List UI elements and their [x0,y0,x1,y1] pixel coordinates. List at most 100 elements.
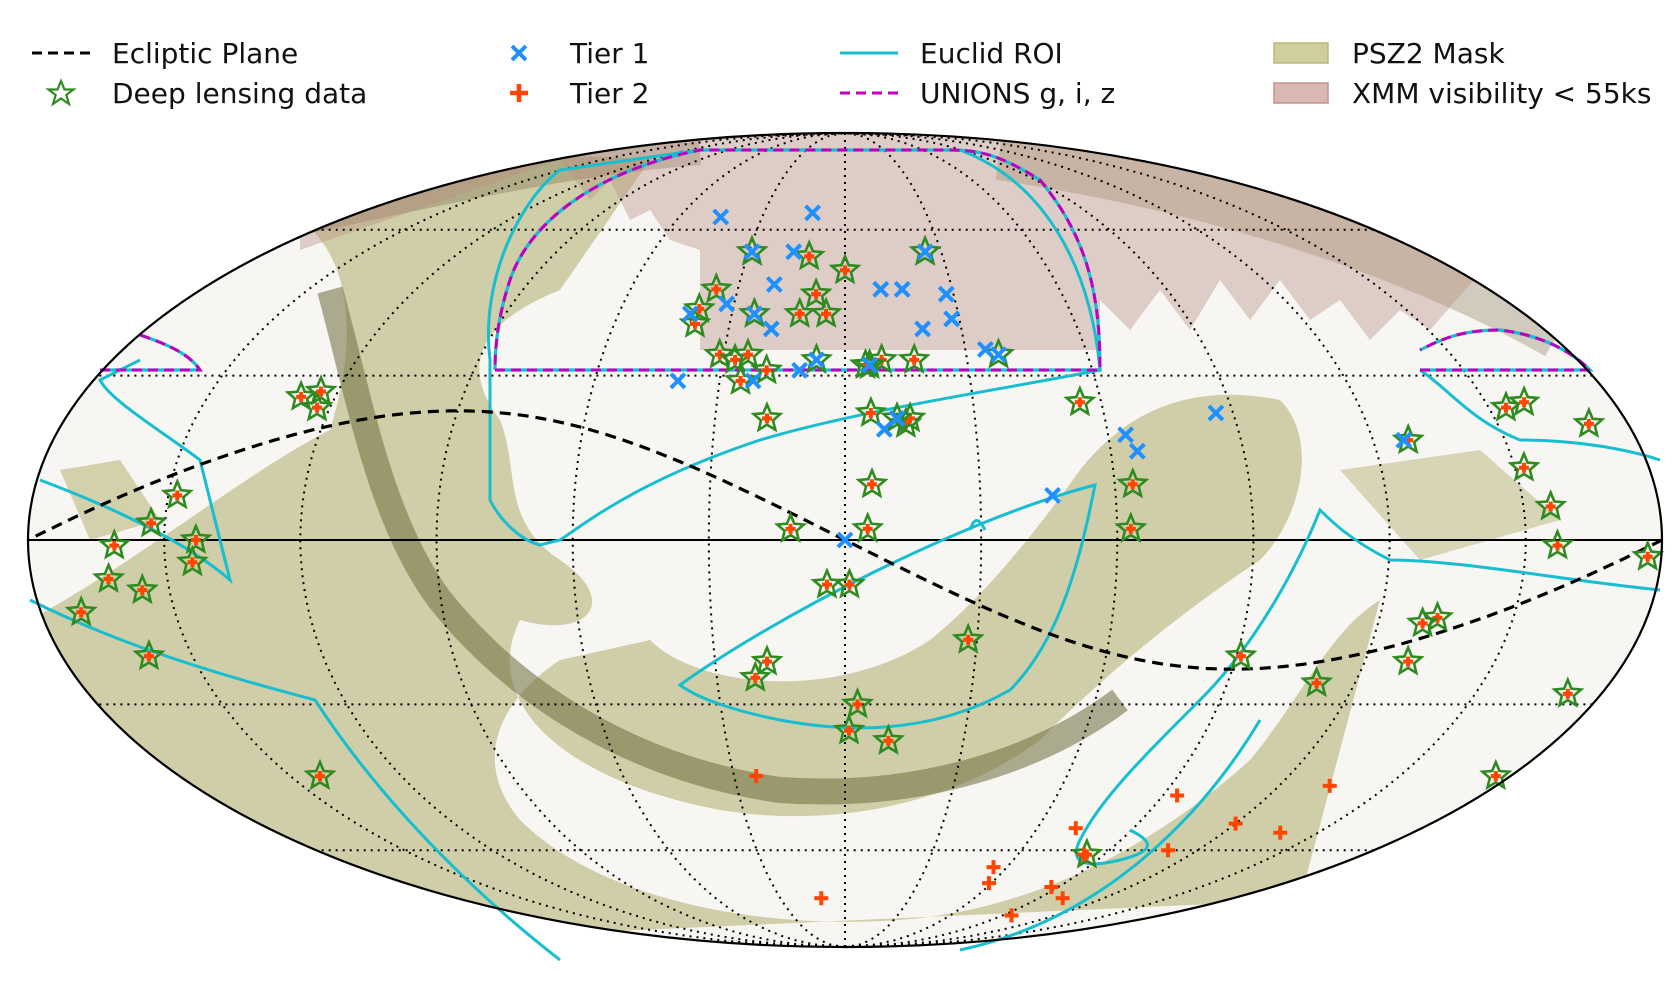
deep-lensing-star [783,296,817,328]
meridian-line [844,132,1255,948]
tier1-marker [804,204,822,222]
tier2-marker [883,735,894,746]
deep-lensing-star [175,544,209,577]
tier2-marker [1552,540,1563,551]
deep-lensing-star [750,644,784,676]
tier2-marker [762,656,773,667]
euclid-roi-segment [487,148,1102,547]
tier2-marker [1127,479,1138,490]
tier2-marker [840,265,850,276]
tier2-marker [1077,847,1092,862]
deep-lensing-star [1300,665,1334,698]
tier2-marker [1311,678,1322,689]
tier1-marker [976,341,994,358]
deep-lensing-star [304,374,338,406]
tier1-marker [1395,431,1413,449]
plus-marker-icon [510,84,528,102]
tier1-marker [669,372,687,390]
tier2-marker [1322,778,1337,793]
tier2-marker [103,574,114,585]
deep-lensing-star [1507,450,1541,482]
tier1-marker [893,280,911,298]
tier2-marker [844,725,855,736]
euclid-roi-segment [39,358,233,585]
deep-lensing-star [1534,489,1568,521]
tier1-marker [937,285,955,303]
tier2-marker [1228,816,1243,831]
deep-lensing-star [854,395,888,428]
euclid-roi-segment [1419,368,1661,462]
tier2-marker [852,699,863,710]
deep-lensing-star [125,572,159,605]
euclid-roi-segment [677,482,1097,730]
tier2-marker [762,413,773,424]
tier2-marker [866,479,877,490]
deep-lensing-star [840,687,875,719]
deep-lensing-star [1391,644,1425,676]
deep-lensing-star [284,379,318,411]
tier2-marker [1519,397,1530,408]
tier2-marker [172,490,183,501]
x-marker-icon [510,44,528,62]
legend-label-unions: UNIONS g, i, z [920,76,1116,110]
deep-lensing-star [1572,406,1606,438]
deep-lensing-star [303,758,337,791]
tier2-marker [76,607,87,618]
dashed-line-icon [32,51,90,55]
tier2-marker [312,402,323,413]
legend: Ecliptic Plane Deep lensing data Tier 1 … [0,0,1679,130]
tier1-marker [808,351,825,369]
tier2-marker [146,518,157,529]
tier2-marker [1074,397,1085,408]
deep-lensing-star [809,296,843,328]
tier2-marker [1161,843,1176,858]
deep-lensing-star [1421,600,1455,632]
tier2-marker [735,375,746,386]
solid-line-icon [840,51,898,55]
deep-lensing-star [699,271,733,304]
unions-boundary-segment [100,333,203,372]
deep-lensing-star [737,296,771,328]
deep-lensing-star [738,660,772,692]
legend-label-psz2: PSZ2 Mask [1352,36,1505,70]
deep-lensing-star [792,239,826,271]
tier1-marker [1044,487,1061,504]
tier1-marker [990,346,1007,364]
legend-label-xmm: XMM visibility < 55ks [1352,76,1652,110]
tier2-marker [1068,821,1083,836]
meridian-line [844,132,1527,948]
tier2-marker [137,585,148,596]
meridian-line [163,132,846,948]
tier2-marker [190,535,201,545]
tier1-marker [785,243,803,261]
tier2-marker [844,579,855,590]
tier1-marker [872,280,890,298]
tier1-marker [718,295,736,313]
tier1-marker [916,243,934,261]
tier1-marker [1207,404,1225,422]
tier2-marker [1562,688,1573,699]
tier2-marker [986,860,1001,875]
tier1-marker [712,208,730,226]
tier2-marker [909,354,920,365]
tier2-marker [1417,618,1428,629]
tier2-marker [1235,651,1246,662]
deep-lensing-star [1479,758,1513,791]
legend-item-xmm: XMM visibility < 55ks [1270,76,1651,110]
tier1-marker [861,356,879,374]
tier2-marker [1500,402,1511,413]
tier2-marker [314,771,325,782]
tier2-marker [1170,788,1185,803]
tier1-marker [746,305,763,323]
deep-lensing-star [1063,384,1097,417]
legend-item-euclid: Euclid ROI [838,36,1063,70]
tier2-marker [1125,523,1136,534]
legend-label-euclid: Euclid ROI [920,36,1063,70]
deep-lensing-star [1405,605,1440,638]
deep-lensing-star [908,234,942,266]
legend-item-deep: Deep lensing data [30,76,367,110]
deep-lensing-star [750,401,784,433]
tier2-marker [811,289,822,300]
tier2-marker [963,634,974,645]
